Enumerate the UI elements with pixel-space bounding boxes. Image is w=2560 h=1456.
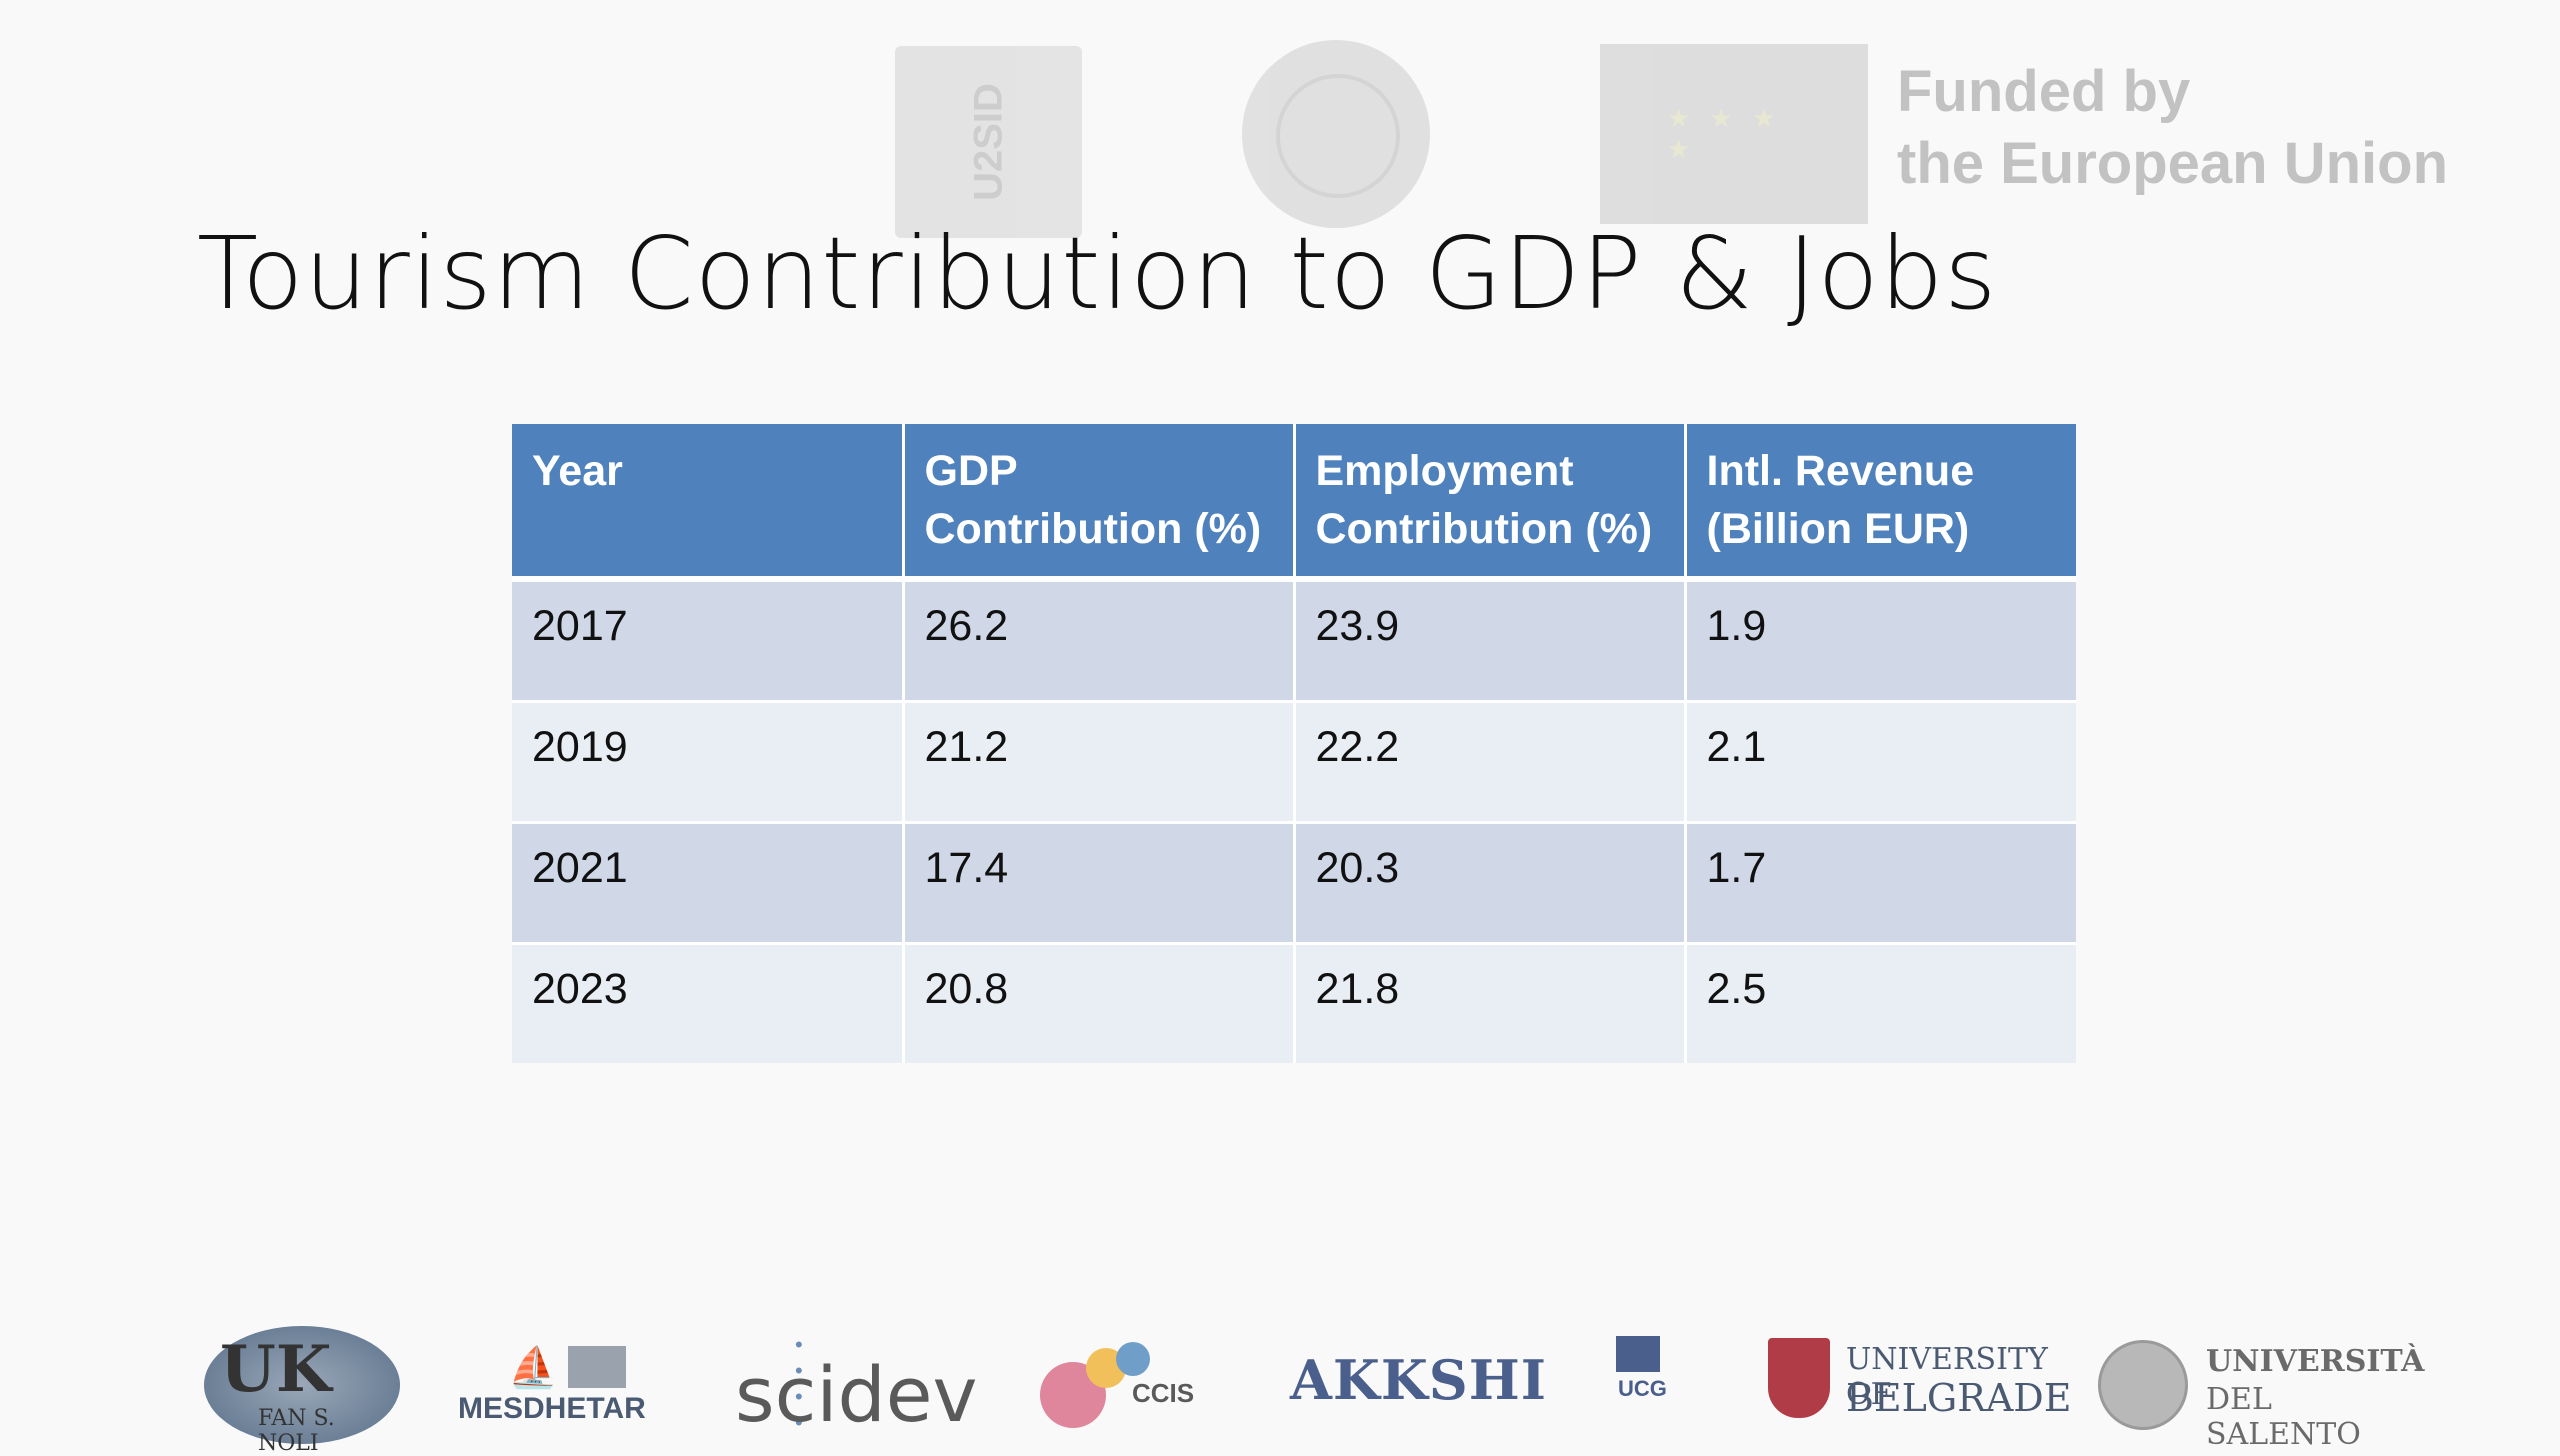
partner-logos: UK FAN S. NOLI ⛵ MESDHETAR • • • • scide…	[0, 1310, 2560, 1456]
uk-logo-subtext: FAN S. NOLI	[258, 1406, 335, 1456]
cell-revenue: 2.5	[1685, 942, 2076, 1063]
cell-gdp: 17.4	[903, 821, 1296, 944]
belgrade-logo-line-1: UNIVERSITY OF	[1846, 1342, 2048, 1412]
ccis-logo: CCIS	[1040, 1338, 1220, 1438]
mesdhetar-logo-text: MESDHETAR	[458, 1392, 646, 1425]
cell-year: 2021	[512, 821, 905, 944]
cell-employment: 20.3	[1294, 821, 1687, 944]
cell-employment: 22.2	[1294, 700, 1687, 823]
cell-gdp: 20.8	[903, 942, 1296, 1063]
column-header-revenue: Intl. Revenue (Billion EUR)	[1685, 424, 2076, 582]
cell-year: 2023	[512, 942, 905, 1063]
header-line: GDP	[924, 447, 1018, 495]
akkshi-logo-text: AKKSHI	[1290, 1348, 1548, 1412]
dots-icon: • • • •	[795, 1332, 815, 1435]
cell-gdp: 26.2	[903, 579, 1296, 702]
table-row: 2021 17.4 20.3 1.7	[512, 821, 2076, 944]
seal-icon	[2098, 1340, 2188, 1430]
eu-funding-line-1: Funded by	[1897, 59, 2191, 124]
circle-icon	[1116, 1342, 1150, 1376]
u2sid-logo: U2SID	[895, 46, 1082, 238]
cell-revenue: 1.7	[1685, 821, 2076, 944]
column-header-gdp: GDP Contribution (%)	[903, 424, 1296, 582]
cell-employment: 21.8	[1294, 942, 1687, 1063]
ucg-logo: UCG	[1582, 1336, 1694, 1440]
ucg-logo-text: UCG	[1618, 1376, 1667, 1401]
mesdhetar-logo: ⛵ MESDHETAR	[458, 1346, 646, 1430]
akkshi-logo: AKKSHI	[1290, 1348, 1547, 1412]
cell-year: 2019	[512, 700, 905, 823]
slide-title: Tourism Contribution to GDP & Jobs	[197, 215, 1998, 332]
column-header-year: Year	[512, 424, 905, 582]
cell-employment: 23.9	[1294, 579, 1687, 702]
book-icon	[1616, 1336, 1660, 1372]
table-row: 2019 21.2 22.2 2.1	[512, 700, 2076, 823]
cell-revenue: 1.9	[1685, 579, 2076, 702]
eu-flag-logo: ★ ★ ★ ★	[1600, 44, 1868, 224]
university-seal-logo	[1242, 40, 1430, 228]
sail-icon: ⛵	[508, 1346, 558, 1390]
universita-del-salento-logo: UNIVERSITÀ DEL SALENTO	[2098, 1340, 2424, 1452]
uk-logo-text: UK	[220, 1332, 332, 1407]
shield-icon	[1768, 1338, 1830, 1418]
header-line: Contribution (%)	[1315, 505, 1653, 553]
building-icon	[568, 1346, 626, 1388]
column-header-employment: Employment Contribution (%)	[1294, 424, 1687, 582]
university-of-belgrade-logo: UNIVERSITY OF BELGRADE	[1768, 1338, 2072, 1438]
tourism-data-table: Year GDP Contribution (%) Employment Con…	[512, 424, 2076, 1063]
header-line: Year	[532, 447, 623, 495]
header-line: (Billion EUR)	[1706, 505, 1970, 553]
header-line: Intl. Revenue	[1706, 447, 1975, 495]
eu-funding-line-2: the European Union	[1897, 131, 2448, 196]
belgrade-logo-line-2: BELGRADE	[1846, 1376, 2072, 1420]
cell-year: 2017	[512, 579, 905, 702]
ccis-logo-text: CCIS	[1132, 1378, 1195, 1408]
header-line: Contribution (%)	[924, 505, 1262, 553]
cell-revenue: 2.1	[1685, 700, 2076, 823]
cell-gdp: 21.2	[903, 700, 1296, 823]
eu-funding-text: Funded by the European Union	[1897, 56, 2448, 200]
salento-logo-line-2: DEL SALENTO	[2206, 1382, 2361, 1452]
table-row: 2023 20.8 21.8 2.5	[512, 942, 2076, 1063]
scidev-logo-text: scidev	[735, 1350, 978, 1439]
salento-logo-line-1: UNIVERSITÀ	[2206, 1344, 2425, 1379]
table-row: 2017 26.2 23.9 1.9	[512, 579, 2076, 702]
uk-fan-noli-logo: UK FAN S. NOLI	[204, 1326, 400, 1456]
header-line: Employment	[1315, 447, 1574, 495]
table-header-row: Year GDP Contribution (%) Employment Con…	[512, 424, 2076, 582]
